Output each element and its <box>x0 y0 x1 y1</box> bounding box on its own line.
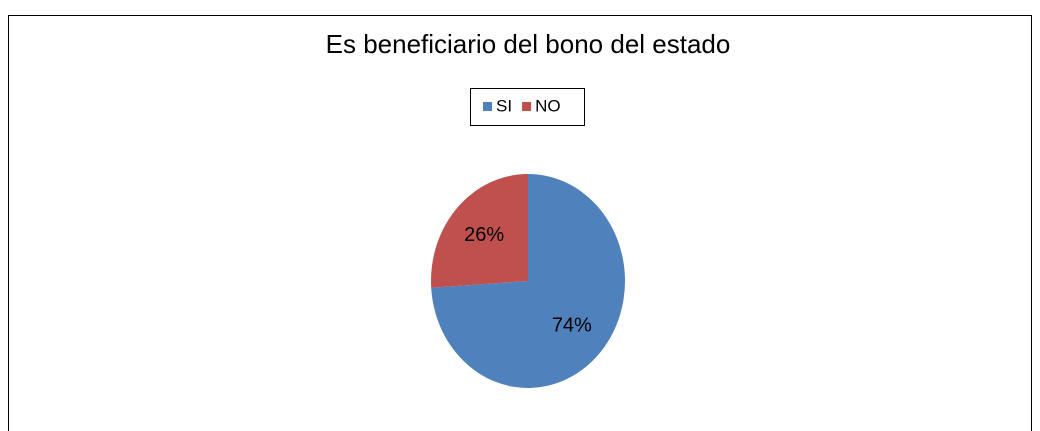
legend-label: SI <box>496 96 512 115</box>
pie-slice <box>431 174 625 388</box>
legend: SI NO <box>483 96 561 115</box>
chart-title: Es beneficiario del bono del estado <box>326 29 731 59</box>
data-label: 74% <box>552 315 592 337</box>
legend-swatch <box>483 102 492 111</box>
pie-slice <box>430 174 528 288</box>
legend-swatch <box>522 102 532 111</box>
pie: 74% 26% <box>430 174 625 388</box>
legend-label: NO <box>535 96 561 115</box>
data-label: 26% <box>464 224 504 246</box>
